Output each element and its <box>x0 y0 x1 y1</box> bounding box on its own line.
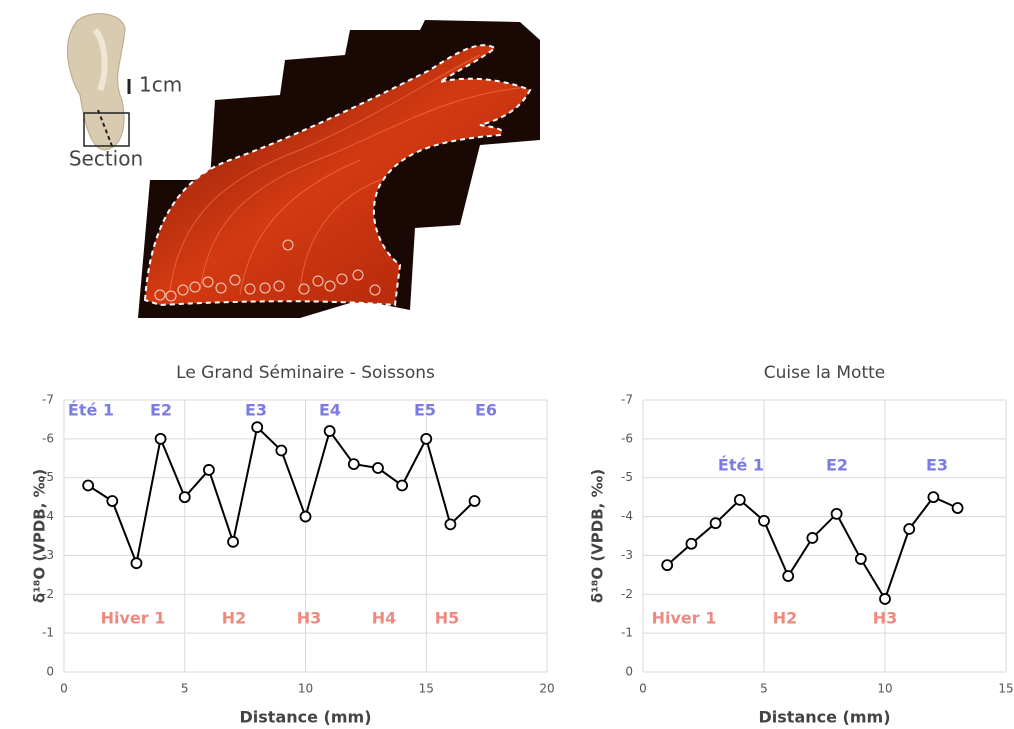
y-tick-label: -2 <box>42 587 54 601</box>
data-point <box>178 491 191 504</box>
data-point <box>903 523 916 535</box>
y-tick-label: -7 <box>42 393 54 407</box>
data-point <box>782 570 795 582</box>
section-image <box>138 20 540 318</box>
data-point <box>106 495 119 507</box>
data-point <box>709 517 722 530</box>
annotation: H3 <box>873 609 898 628</box>
x-tick-label: 15 <box>419 682 434 696</box>
data-point <box>685 537 698 550</box>
data-point <box>927 491 940 504</box>
y-tick-label: -3 <box>621 548 633 562</box>
data-point <box>154 432 167 445</box>
y-tick-label: 0 <box>625 665 633 679</box>
data-point <box>82 479 95 492</box>
annotation: H4 <box>372 609 397 628</box>
annotation: H2 <box>773 609 798 628</box>
x-tick-label: 0 <box>60 682 68 696</box>
y-tick-label: -1 <box>621 626 633 640</box>
data-point <box>323 425 336 437</box>
y-axis-label: δ¹⁸O (VPDB, ‰) <box>589 469 607 603</box>
data-point <box>202 464 215 476</box>
x-axis-label: Distance (mm) <box>240 708 372 727</box>
shell-photo: 1cm Section <box>66 13 182 171</box>
x-tick-label: 20 <box>539 682 554 696</box>
y-tick-label: -3 <box>42 548 54 562</box>
y-tick-label: -7 <box>621 393 633 407</box>
annotation: E3 <box>926 456 948 475</box>
x-tick-label: 15 <box>998 682 1013 696</box>
section-label: Section <box>69 147 143 171</box>
y-tick-label: -4 <box>621 509 633 523</box>
data-point <box>733 493 746 506</box>
data-line <box>666 495 959 602</box>
data-point <box>468 495 481 507</box>
annotation: Été 1 <box>68 401 114 420</box>
annotation: E2 <box>826 456 848 475</box>
x-tick-label: 5 <box>181 682 189 696</box>
scale-label: 1cm <box>139 73 182 97</box>
data-point <box>830 507 843 520</box>
y-tick-label: -5 <box>621 470 633 484</box>
annotation: Été 1 <box>718 456 764 475</box>
data-point <box>444 518 457 531</box>
y-tick-label: -6 <box>42 431 54 445</box>
annotation: E5 <box>414 401 436 420</box>
y-tick-label: -5 <box>42 470 54 484</box>
y-tick-label: -6 <box>621 431 633 445</box>
annotation: H2 <box>222 609 247 628</box>
annotation: E3 <box>245 401 267 420</box>
annotation: H5 <box>435 609 460 628</box>
annotation: H3 <box>297 609 322 628</box>
data-point <box>227 535 239 548</box>
data-point <box>396 479 409 492</box>
data-point <box>951 502 964 514</box>
y-tick-label: -2 <box>621 587 633 601</box>
annotation: E4 <box>319 401 341 420</box>
data-point <box>879 593 891 605</box>
annotation: Hiver 1 <box>101 609 166 628</box>
data-point <box>299 510 312 523</box>
x-tick-label: 5 <box>760 682 768 696</box>
x-tick-label: 0 <box>639 682 647 696</box>
chart-title: Le Grand Séminaire - Soissons <box>176 363 435 383</box>
y-tick-label: -1 <box>42 626 54 640</box>
y-tick-label: -4 <box>42 509 54 523</box>
data-point <box>347 458 360 471</box>
annotation: E2 <box>150 401 172 420</box>
data-point <box>130 557 143 570</box>
x-tick-label: 10 <box>298 682 313 696</box>
annotation: Hiver 1 <box>652 609 717 628</box>
data-point <box>758 514 770 527</box>
y-axis-label: δ¹⁸O (VPDB, ‰) <box>31 469 49 603</box>
data-point <box>661 559 674 572</box>
data-point <box>854 553 867 565</box>
data-point <box>420 432 433 445</box>
x-axis-label: Distance (mm) <box>759 708 891 727</box>
data-point <box>806 532 819 544</box>
annotation: E6 <box>475 401 497 420</box>
y-tick-label: 0 <box>46 665 54 679</box>
data-point <box>275 444 288 457</box>
x-tick-label: 10 <box>877 682 892 696</box>
data-point <box>372 462 384 474</box>
chart-title: Cuise la Motte <box>764 363 886 383</box>
data-point <box>251 421 264 434</box>
